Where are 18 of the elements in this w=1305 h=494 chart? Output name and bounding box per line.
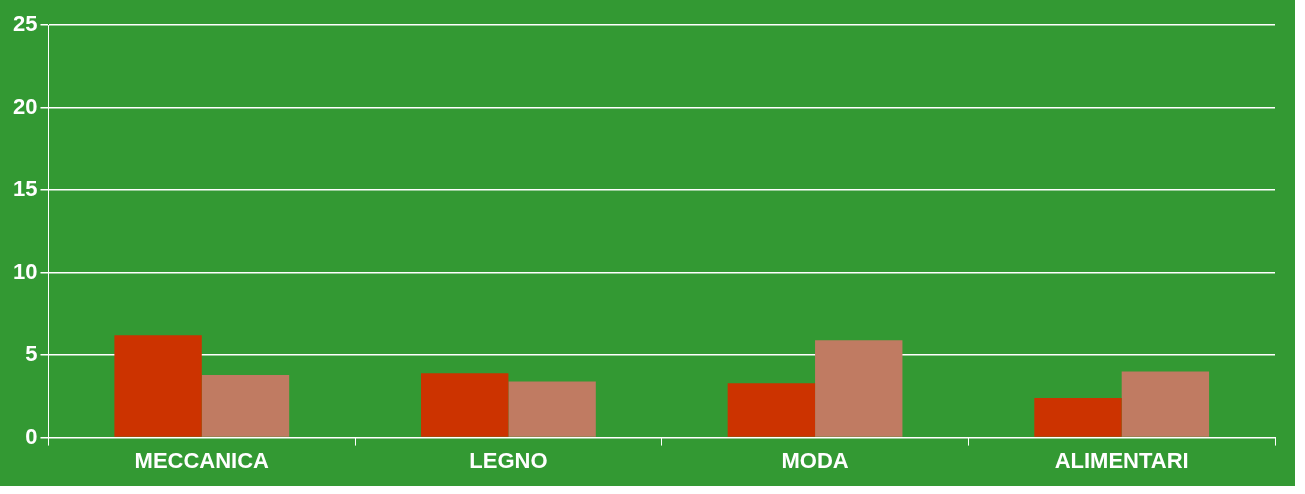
y-tick-label: 0: [25, 423, 38, 449]
x-tick-label: LEGNO: [469, 447, 548, 473]
bar: [1121, 371, 1210, 437]
bar: [201, 374, 290, 437]
x-tick-label: ALIMENTARI: [1054, 447, 1189, 473]
y-tick-label: 15: [12, 176, 38, 202]
x-tick-label: MODA: [781, 447, 849, 473]
bar: [421, 373, 509, 437]
y-tick-label: 20: [12, 93, 38, 119]
bar: [815, 340, 903, 437]
x-tick-label: MECCANICA: [134, 447, 270, 473]
bar: [727, 383, 816, 437]
y-tick-label: 5: [25, 341, 38, 367]
bar: [1034, 397, 1122, 437]
bar: [114, 335, 202, 437]
y-tick-label: 10: [12, 258, 38, 284]
y-tick-label: 25: [12, 11, 38, 37]
bar: [508, 381, 596, 437]
